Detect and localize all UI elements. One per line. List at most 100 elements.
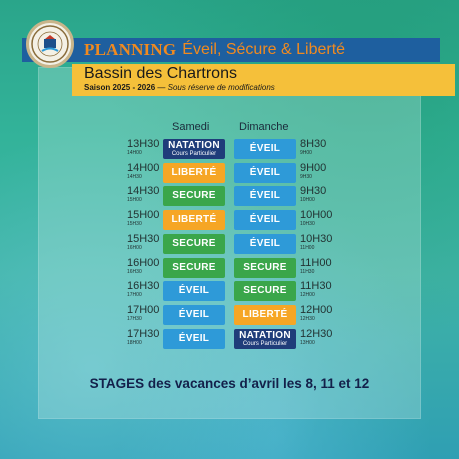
slot-label: SECURE — [172, 237, 216, 249]
start-time: 17H00 — [127, 303, 160, 316]
saturday-slot-4: SECURE — [163, 233, 225, 254]
saturday-slot-0: NATATION Cours Particulier — [163, 139, 225, 159]
end-time: 12H00 — [300, 292, 315, 299]
slot-label: SECURE — [243, 285, 287, 297]
sunday-slot-2: ÉVEIL — [234, 186, 296, 207]
slot-label: ÉVEIL — [249, 143, 281, 154]
end-time: 18H00 — [127, 339, 142, 346]
start-time: 10H00 — [300, 209, 333, 222]
saturday-time-5: 16H00 16H30 — [127, 256, 167, 275]
saturday-slot-1: LIBERTÉ — [163, 162, 225, 183]
stages-notice: STAGES des vacances d’avril les 8, 11 et… — [89, 376, 370, 391]
start-time: 14H30 — [127, 185, 160, 198]
start-time: 13H30 — [127, 138, 160, 150]
sunday-time-6: 11H30 12H00 — [300, 280, 340, 299]
end-time: 10H00 — [300, 197, 315, 204]
saturday-time-7: 17H00 17H30 — [127, 303, 167, 322]
saturday-time-4: 15H30 16H00 — [127, 232, 167, 251]
end-time: 10H30 — [300, 221, 315, 228]
sunday-time-5: 11H00 11H30 — [300, 256, 340, 275]
saturday-time-3: 15H00 15H30 — [127, 210, 167, 228]
season-row: Saison 2025 - 2026 — Sous réserve de mod… — [84, 83, 455, 93]
sunday-time-7: 12H00 12H30 — [300, 303, 340, 322]
club-logo — [26, 20, 74, 68]
start-time: 12H30 — [300, 327, 333, 340]
start-time: 15H30 — [127, 232, 160, 245]
club-emblem-icon — [31, 25, 69, 63]
slot-label: SECURE — [172, 261, 216, 273]
saturday-time-2: 14H30 15H00 — [127, 185, 167, 204]
end-time: 9H30 — [300, 173, 312, 180]
saturday-time-1: 14H00 14H30 — [127, 161, 167, 180]
saturday-slot-5: SECURE — [163, 257, 225, 278]
start-time: 16H30 — [127, 280, 160, 293]
start-time: 17H30 — [127, 327, 160, 340]
sunday-time-2: 9H30 10H00 — [300, 185, 340, 204]
title-strong: PLANNING — [84, 40, 177, 59]
slot-sublabel: Cours Particulier — [242, 340, 288, 347]
slot-label: LIBERTÉ — [171, 166, 217, 178]
end-time: 13H00 — [300, 339, 315, 346]
start-time: 16H00 — [127, 256, 160, 269]
sunday-slot-3: ÉVEIL — [234, 210, 296, 231]
sunday-header: Dimanche — [239, 121, 289, 133]
saturday-header: Samedi — [172, 121, 210, 133]
sunday-slot-4: ÉVEIL — [234, 233, 296, 254]
slot-label: SECURE — [243, 261, 287, 273]
slot-sublabel: Cours Particulier — [171, 151, 217, 157]
sunday-slot-6: SECURE — [234, 281, 296, 302]
title-banner: PLANNING Éveil, Sécure & Liberté — [22, 38, 440, 62]
end-time: 17H30 — [127, 315, 142, 322]
pool-name: Bassin des Chartrons — [84, 65, 237, 82]
end-time: 14H30 — [127, 173, 142, 180]
saturday-slot-7: ÉVEIL — [163, 304, 225, 325]
saturday-slot-2: SECURE — [163, 186, 225, 207]
sunday-slot-7: LIBERTÉ — [234, 304, 296, 325]
end-time: 16H30 — [127, 268, 142, 275]
saturday-time-0: 13H30 14H00 — [127, 138, 167, 157]
slot-label: LIBERTÉ — [242, 308, 288, 320]
slot-label: SECURE — [172, 190, 216, 202]
start-time: 11H00 — [300, 256, 332, 269]
slot-label: ÉVEIL — [249, 190, 281, 202]
sunday-time-1: 9H00 9H30 — [300, 161, 340, 180]
start-time: 8H30 — [300, 138, 327, 150]
start-time: 9H30 — [300, 185, 327, 198]
title-rest: Éveil, Sécure & Liberté — [182, 41, 346, 58]
start-time: 14H00 — [127, 161, 160, 174]
end-time: 11H00 — [300, 244, 315, 251]
end-time: 14H00 — [127, 150, 142, 156]
saturday-time-6: 16H30 17H00 — [127, 280, 167, 299]
end-time: 15H00 — [127, 197, 142, 204]
saturday-slot-8: ÉVEIL — [163, 328, 225, 349]
end-time: 12H30 — [300, 315, 315, 322]
start-time: 11H30 — [300, 280, 332, 293]
slot-label: ÉVEIL — [178, 332, 210, 344]
end-time: 11H30 — [300, 268, 315, 275]
sunday-slot-5: SECURE — [234, 257, 296, 278]
slot-label: ÉVEIL — [178, 285, 210, 297]
start-time: 9H00 — [300, 161, 327, 174]
end-time: 15H30 — [127, 221, 142, 228]
end-time: 17H00 — [127, 292, 142, 299]
sunday-slot-1: ÉVEIL — [234, 162, 296, 183]
saturday-time-8: 17H30 18H00 — [127, 327, 167, 346]
slot-label: NATATION — [239, 329, 291, 341]
slot-label: ÉVEIL — [249, 237, 281, 249]
slot-label: ÉVEIL — [249, 214, 281, 226]
saturday-slot-3: LIBERTÉ — [163, 210, 225, 231]
sunday-time-4: 10H30 11H00 — [300, 232, 340, 251]
slot-label: ÉVEIL — [249, 166, 281, 178]
start-time: 10H30 — [300, 232, 333, 245]
sunday-time-3: 10H00 10H30 — [300, 209, 340, 228]
slot-label: ÉVEIL — [178, 308, 210, 320]
season-note: — Sous réserve de modifications — [157, 83, 275, 92]
end-time: 16H00 — [127, 244, 142, 251]
season-label: Saison 2025 - 2026 — [84, 83, 156, 92]
sunday-time-8: 12H30 13H00 — [300, 327, 340, 346]
schedule-panel — [38, 67, 421, 419]
saturday-slot-6: ÉVEIL — [163, 281, 225, 302]
subtitle-banner: Bassin des Chartrons Saison 2025 - 2026 … — [72, 64, 455, 96]
slot-label: NATATION — [168, 140, 220, 151]
start-time: 12H00 — [300, 303, 333, 316]
